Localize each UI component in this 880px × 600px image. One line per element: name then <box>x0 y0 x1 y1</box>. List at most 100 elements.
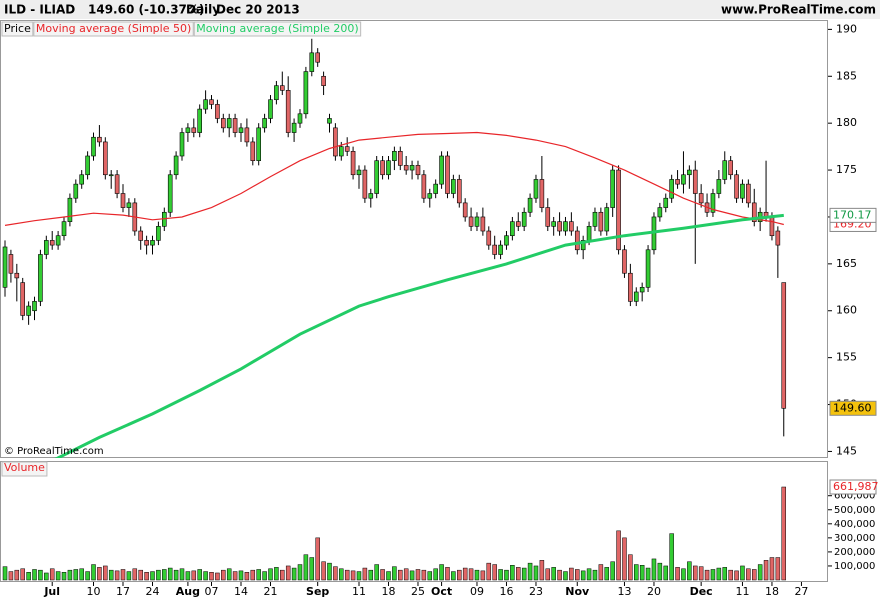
candle-body <box>633 291 639 302</box>
candle-body <box>775 230 781 246</box>
candle-body <box>427 193 433 199</box>
volume-bar <box>728 569 733 581</box>
candle-body <box>397 151 403 166</box>
volume-bar <box>215 572 220 581</box>
quote: 149.60 (-10.37%) <box>88 3 204 17</box>
candle-body <box>14 272 20 279</box>
candle-body <box>380 160 385 176</box>
candle-body <box>368 193 374 199</box>
copyright: © ProRealTime.com <box>4 446 104 457</box>
volume-bar <box>309 557 315 581</box>
volume-bar <box>557 569 562 581</box>
y-tick-label: 500,000 <box>834 505 875 516</box>
volume-bar <box>280 569 285 581</box>
x-tick-label: Sep <box>306 585 329 598</box>
volume-bar <box>575 569 580 581</box>
candle-body <box>32 301 37 312</box>
volume-bar <box>604 567 610 581</box>
header-bar <box>0 0 880 19</box>
x-tick-label: 24 <box>146 585 160 598</box>
x-tick-label: 25 <box>411 585 425 598</box>
candle-body <box>120 193 126 208</box>
period: Daily <box>186 3 220 17</box>
candle-body <box>421 174 427 199</box>
candle-body <box>574 230 580 251</box>
volume-bar <box>757 564 763 581</box>
value-label: 661,987 <box>833 480 879 493</box>
volume-bar <box>221 569 226 581</box>
x-tick-label: 23 <box>529 585 543 598</box>
volume-bar <box>409 570 415 581</box>
legend-entry: Price <box>4 22 31 35</box>
candle-body <box>333 127 338 157</box>
candle-body <box>197 108 202 133</box>
candle-body <box>746 183 751 204</box>
candle-body <box>8 254 14 274</box>
volume-bar <box>527 562 533 581</box>
x-tick-label: Jul <box>43 585 60 598</box>
volume-bar <box>392 566 397 581</box>
volume-bar <box>226 568 232 581</box>
candle-body <box>67 197 73 222</box>
candle-body <box>710 193 716 213</box>
candle-body <box>20 282 26 316</box>
volume-bar <box>167 567 173 581</box>
volume-bar <box>350 570 356 581</box>
volume-bar <box>108 569 114 581</box>
candle-body <box>409 165 415 171</box>
volume-bar <box>710 569 716 581</box>
y-tick-label: 300,000 <box>834 533 875 544</box>
candle-body <box>598 211 604 232</box>
legend-entry: Volume <box>4 461 45 474</box>
volume-bar <box>321 561 326 581</box>
volume-bar <box>238 570 244 581</box>
volume-bar <box>79 568 84 581</box>
candle-body <box>781 282 787 409</box>
candle-body <box>692 169 698 194</box>
volume-bar <box>504 569 509 581</box>
x-tick-label: 17 <box>116 585 130 598</box>
candle-body <box>350 151 356 176</box>
candle-body <box>486 230 492 246</box>
candle-body <box>303 71 309 115</box>
volume-bar <box>775 557 781 581</box>
x-tick-label: Aug <box>176 585 200 598</box>
volume-bar <box>539 560 545 581</box>
candle-body <box>38 254 43 302</box>
volume-bar <box>339 568 344 581</box>
volume-bar <box>61 572 67 581</box>
volume-bar <box>150 571 155 581</box>
volume-bar <box>179 568 185 581</box>
candle-body <box>386 160 391 176</box>
y-tick-label: 180 <box>836 116 857 129</box>
volume-bar <box>462 567 468 581</box>
legend-box <box>1 21 34 37</box>
y-tick-label: 160 <box>836 304 857 317</box>
volume-bar <box>752 569 757 581</box>
candle-body <box>439 155 444 185</box>
volume-bar <box>657 562 663 581</box>
volume-bar <box>203 571 208 581</box>
volume-bar <box>521 567 527 581</box>
candle-body <box>291 122 297 133</box>
volume-bar <box>126 571 132 581</box>
volume-bar <box>44 572 49 581</box>
candle-body <box>203 99 208 110</box>
candle-body <box>728 160 733 176</box>
volume-bar <box>103 565 108 581</box>
candle-body <box>344 146 350 152</box>
candle-body <box>751 202 757 222</box>
candle-body <box>510 221 515 237</box>
volume-bar <box>209 572 214 581</box>
x-tick-label: Nov <box>565 585 590 598</box>
volume-bar <box>26 572 31 581</box>
volume-bar <box>698 566 704 581</box>
volume-bar <box>20 568 25 581</box>
volume-bar <box>2 566 8 581</box>
volume-bar <box>232 571 238 581</box>
volume-bar <box>563 571 568 581</box>
volume-bar <box>274 567 279 581</box>
volume-bar <box>716 567 722 581</box>
candle-body <box>144 240 149 246</box>
volume-bar <box>55 571 61 581</box>
